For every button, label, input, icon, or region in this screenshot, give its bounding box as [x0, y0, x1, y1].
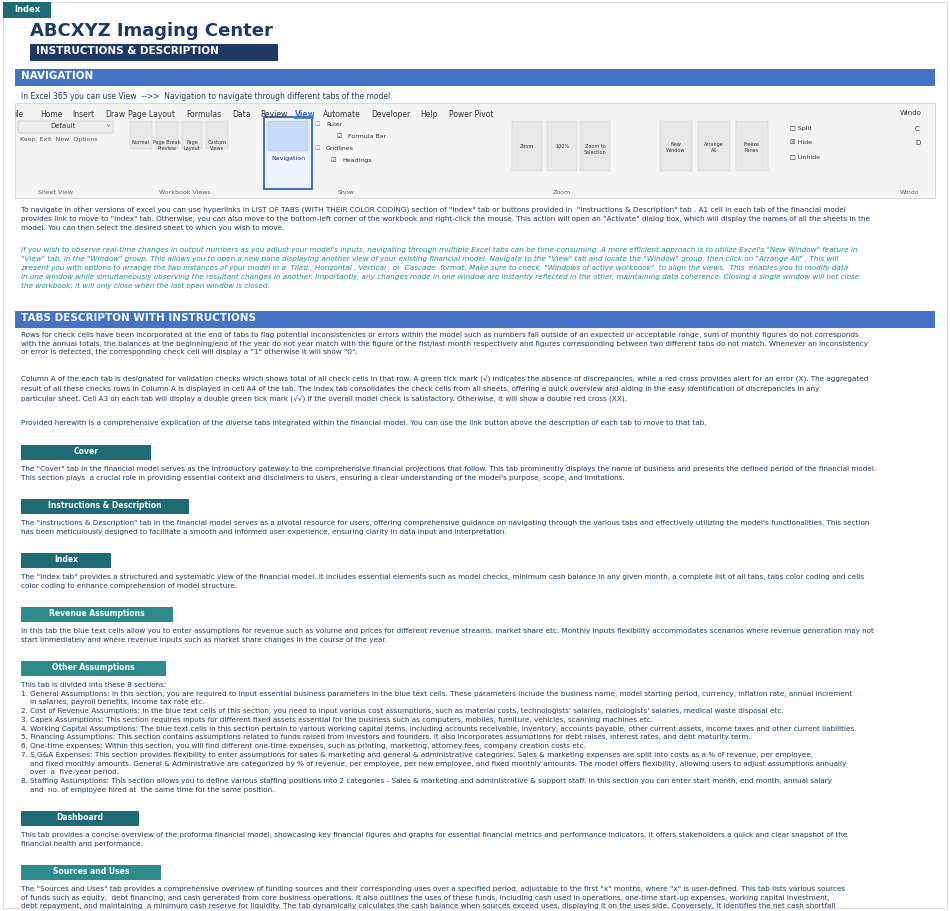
- Text: Review: Review: [260, 110, 287, 118]
- Text: Normal: Normal: [132, 140, 150, 145]
- Bar: [547, 122, 577, 172]
- Text: Zoom: Zoom: [553, 189, 571, 195]
- Text: Rows for check cells have been incorporated at the end of tabs to flag potential: Rows for check cells have been incorpora…: [21, 332, 868, 355]
- Bar: [206, 122, 228, 149]
- Bar: [264, 118, 312, 189]
- Bar: [182, 122, 202, 149]
- Text: INSTRUCTIONS & DESCRIPTION: INSTRUCTIONS & DESCRIPTION: [36, 46, 218, 56]
- Text: Keep  Exit  New  Options: Keep Exit New Options: [20, 137, 98, 142]
- Bar: [130, 122, 152, 149]
- Text: Page Break
Preview: Page Break Preview: [153, 140, 180, 150]
- Text: Show: Show: [337, 189, 354, 195]
- Text: ☐: ☐: [314, 146, 319, 151]
- Bar: [21, 661, 166, 676]
- Text: Index: Index: [54, 555, 78, 563]
- Text: 100%: 100%: [555, 144, 569, 148]
- Text: Default: Default: [50, 123, 76, 128]
- Bar: [15, 104, 935, 199]
- Text: Provided herewith is a comprehensive explication of the diverse tabs integrated : Provided herewith is a comprehensive exp…: [21, 420, 707, 425]
- Text: Revenue Assumptions: Revenue Assumptions: [49, 609, 144, 618]
- Text: Freeze
Panes: Freeze Panes: [744, 142, 760, 153]
- Text: Zoom to
Selection: Zoom to Selection: [583, 144, 606, 155]
- Text: Developer: Developer: [371, 110, 410, 118]
- Bar: [21, 445, 151, 460]
- Bar: [268, 122, 308, 152]
- Text: ☑: ☑: [330, 158, 335, 163]
- Bar: [736, 122, 768, 172]
- Text: New
Window: New Window: [666, 142, 686, 153]
- Text: The "Cover" tab in the financial model serves as the introductory gateway to the: The "Cover" tab in the financial model s…: [21, 466, 876, 480]
- Text: C: C: [915, 126, 920, 132]
- Text: Power Pivot: Power Pivot: [449, 110, 493, 118]
- Text: NAVIGATION: NAVIGATION: [21, 71, 93, 81]
- Bar: [512, 122, 542, 172]
- Bar: [698, 122, 730, 172]
- Bar: [21, 608, 173, 622]
- Text: TABS DESCRIPTON WITH INSTRUCTIONS: TABS DESCRIPTON WITH INSTRUCTIONS: [21, 312, 256, 322]
- Text: Zoom: Zoom: [520, 144, 534, 148]
- Text: Custom
Views: Custom Views: [207, 140, 226, 150]
- Text: Cover: Cover: [73, 446, 99, 456]
- Text: ☐: ☐: [314, 122, 319, 127]
- Text: ABCXYZ Imaging Center: ABCXYZ Imaging Center: [30, 22, 273, 40]
- Text: Column A of the each tab is designated for validation checks which shows total o: Column A of the each tab is designated f…: [21, 375, 868, 402]
- Text: Sources and Uses: Sources and Uses: [53, 866, 129, 875]
- Text: Arrange
All: Arrange All: [704, 142, 724, 153]
- Text: In this tab the blue text cells allow you to enter assumptions for revenue such : In this tab the blue text cells allow yo…: [21, 628, 874, 642]
- Text: ☑: ☑: [336, 134, 342, 138]
- Text: Automate: Automate: [323, 110, 361, 118]
- Bar: [21, 811, 139, 826]
- Text: Instructions & Description: Instructions & Description: [48, 500, 162, 509]
- Text: This tab is divided into these 8 sections:
1. General Assumptions: In this secti: This tab is divided into these 8 section…: [21, 681, 857, 793]
- Text: Draw: Draw: [105, 110, 125, 118]
- Text: Home: Home: [40, 110, 63, 118]
- Text: Sheet View: Sheet View: [37, 189, 72, 195]
- Bar: [156, 122, 178, 149]
- Bar: [15, 70, 935, 87]
- Text: Index: Index: [14, 5, 40, 14]
- Text: v: v: [107, 123, 110, 128]
- Text: Dashboard: Dashboard: [56, 812, 104, 821]
- Text: Navigation: Navigation: [271, 156, 305, 161]
- Bar: [21, 865, 161, 880]
- Text: Data: Data: [232, 110, 251, 118]
- Bar: [21, 553, 111, 568]
- Text: Help: Help: [420, 110, 438, 118]
- Bar: [18, 122, 113, 134]
- Text: □ Unhide: □ Unhide: [790, 154, 820, 159]
- Text: Other Assumptions: Other Assumptions: [52, 662, 135, 671]
- Text: The "Index tab" provides a structured and systematic view of the financial model: The "Index tab" provides a structured an…: [21, 573, 864, 589]
- Text: ile: ile: [14, 110, 23, 118]
- Bar: [3, 3, 51, 19]
- Bar: [580, 122, 610, 172]
- Text: Workbook Views: Workbook Views: [160, 189, 211, 195]
- Text: Windo: Windo: [900, 110, 922, 116]
- Text: This tab provides a concise overview of the proforma financial model, showcasing: This tab provides a concise overview of …: [21, 831, 847, 845]
- Text: In Excel 365 you can use View  -->>  Navigation to navigate through different ta: In Excel 365 you can use View -->> Navig…: [21, 92, 392, 101]
- Text: Page
Layout: Page Layout: [183, 140, 200, 150]
- Text: ☒ Hide: ☒ Hide: [790, 140, 812, 145]
- Text: If you wish to observe real-time changes in output numbers as you adjust your mo: If you wish to observe real-time changes…: [21, 247, 859, 289]
- Bar: [660, 122, 692, 172]
- Text: Windo: Windo: [900, 189, 920, 195]
- Text: Page Layout: Page Layout: [128, 110, 175, 118]
- Text: Formula Bar: Formula Bar: [348, 134, 387, 138]
- Text: D: D: [915, 140, 921, 146]
- Text: □ Split: □ Split: [790, 126, 811, 131]
- Text: Headings: Headings: [342, 158, 371, 163]
- Text: Insert: Insert: [72, 110, 94, 118]
- Text: The "Instructions & Description" tab in the financial model serves as a pivotal : The "Instructions & Description" tab in …: [21, 519, 869, 534]
- Bar: [21, 499, 189, 515]
- Text: Formulas: Formulas: [186, 110, 221, 118]
- Text: Ruler: Ruler: [326, 122, 342, 127]
- Text: View: View: [295, 110, 315, 118]
- Text: Gridlines: Gridlines: [326, 146, 353, 151]
- Bar: [15, 312, 935, 329]
- Text: To navigate in other versions of excel you can use hyperlinks in LIST OF TABS (W: To navigate in other versions of excel y…: [21, 207, 870, 230]
- Bar: [30, 45, 278, 62]
- Text: The "Sources and Uses" tab provides a comprehensive overview of funding sources : The "Sources and Uses" tab provides a co…: [21, 885, 846, 911]
